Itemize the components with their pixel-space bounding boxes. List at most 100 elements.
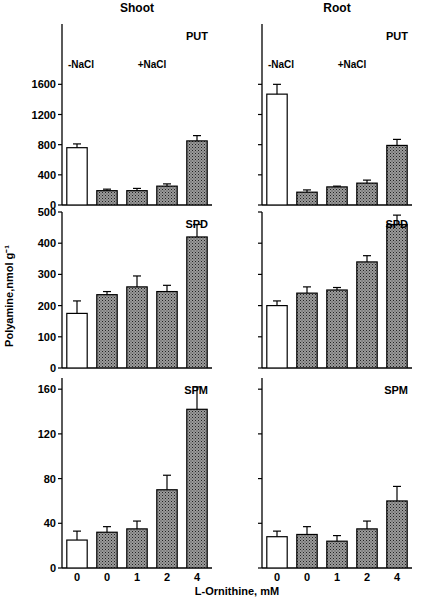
error-bar <box>273 84 281 94</box>
bar <box>297 192 317 205</box>
y-tick <box>58 523 62 524</box>
error-cap <box>163 285 171 286</box>
y-tick-label: 80 <box>44 473 56 485</box>
bar <box>127 287 147 368</box>
bar <box>97 191 117 205</box>
error-line <box>76 531 77 540</box>
error-bar <box>163 475 171 490</box>
column-title: Shoot <box>120 1 154 15</box>
y-tick <box>58 305 62 306</box>
error-cap <box>393 486 401 487</box>
error-cap <box>393 139 401 140</box>
error-line <box>336 536 337 542</box>
y-tick-label: 400 <box>38 237 56 249</box>
y-tick-label: 800 <box>38 139 56 151</box>
y-tick <box>258 567 262 568</box>
error-cap <box>363 255 371 256</box>
annotation: -NaCl <box>68 59 94 70</box>
bar <box>127 529 147 568</box>
bar <box>387 501 407 568</box>
error-line <box>166 285 167 291</box>
error-line <box>166 475 167 490</box>
error-line <box>196 136 197 141</box>
error-line <box>396 486 397 501</box>
error-bar <box>333 186 341 188</box>
x-tick-label: 4 <box>194 571 201 583</box>
y-tick <box>58 114 62 115</box>
x-tick-label: 0 <box>304 571 310 583</box>
y-tick <box>258 367 262 368</box>
panel-title: SPD <box>185 218 208 230</box>
error-cap <box>103 291 111 292</box>
y-tick <box>58 211 62 212</box>
y-tick <box>58 174 62 175</box>
annotation: +NaCl <box>338 59 367 70</box>
y-tick <box>58 478 62 479</box>
y-tick-label: 160 <box>38 383 56 395</box>
error-cap <box>363 520 371 521</box>
y-tick <box>58 336 62 337</box>
y-tick-label: 1200 <box>32 109 56 121</box>
error-line <box>276 531 277 537</box>
error-cap <box>333 535 341 536</box>
error-cap <box>303 526 311 527</box>
error-bar <box>363 180 371 183</box>
y-tick <box>258 84 262 85</box>
y-tick-label: 120 <box>38 428 56 440</box>
bars <box>67 387 207 568</box>
bar <box>67 313 87 368</box>
panel: PUTRoot-NaCl+NaCl <box>258 1 412 205</box>
error-cap <box>133 275 141 276</box>
error-cap <box>273 300 281 301</box>
panel: 040080012001600PUTShoot-NaCl+NaCl <box>32 1 212 211</box>
x-axis-label: L-Ornithine, mM <box>195 585 279 597</box>
error-bar <box>73 531 81 540</box>
x-tick-label: 0 <box>104 571 110 583</box>
error-line <box>306 287 307 293</box>
panel: 0408012016000124SPM <box>38 378 212 583</box>
y-tick <box>58 144 62 145</box>
y-tick-label: 0 <box>50 562 56 574</box>
y-tick <box>258 274 262 275</box>
bar <box>157 292 177 368</box>
error-bar <box>103 527 111 533</box>
error-cap <box>273 531 281 532</box>
bar <box>67 540 87 568</box>
y-tick <box>258 305 262 306</box>
error-cap <box>193 135 201 136</box>
error-cap <box>163 475 171 476</box>
y-axis <box>261 378 262 568</box>
error-bar <box>73 301 81 313</box>
error-bar <box>363 521 371 529</box>
bar <box>357 262 377 368</box>
panel-title: SPM <box>184 384 208 396</box>
y-tick <box>258 336 262 337</box>
bar <box>327 187 347 205</box>
error-line <box>106 527 107 533</box>
error-bar <box>273 301 281 306</box>
bars <box>67 136 207 205</box>
bar <box>157 186 177 205</box>
y-tick-label: 1600 <box>32 78 56 90</box>
bar <box>327 290 347 368</box>
bars <box>67 224 207 368</box>
error-bar <box>163 184 171 186</box>
error-cap <box>73 143 81 144</box>
y-tick <box>258 144 262 145</box>
y-tick <box>58 84 62 85</box>
error-line <box>136 276 137 287</box>
panel-title: SPD <box>385 218 408 230</box>
error-cap <box>333 186 341 187</box>
x-tick-label: 0 <box>74 571 80 583</box>
y-tick-label: 200 <box>38 300 56 312</box>
x-tick-label: 4 <box>394 571 401 583</box>
error-bar <box>133 276 141 287</box>
error-cap <box>103 189 111 190</box>
error-line <box>366 521 367 529</box>
panel: 00124SPM <box>258 378 412 583</box>
bar <box>127 191 147 205</box>
error-bar <box>133 521 141 529</box>
bar <box>357 183 377 205</box>
error-cap <box>73 300 81 301</box>
error-bar <box>303 527 311 535</box>
